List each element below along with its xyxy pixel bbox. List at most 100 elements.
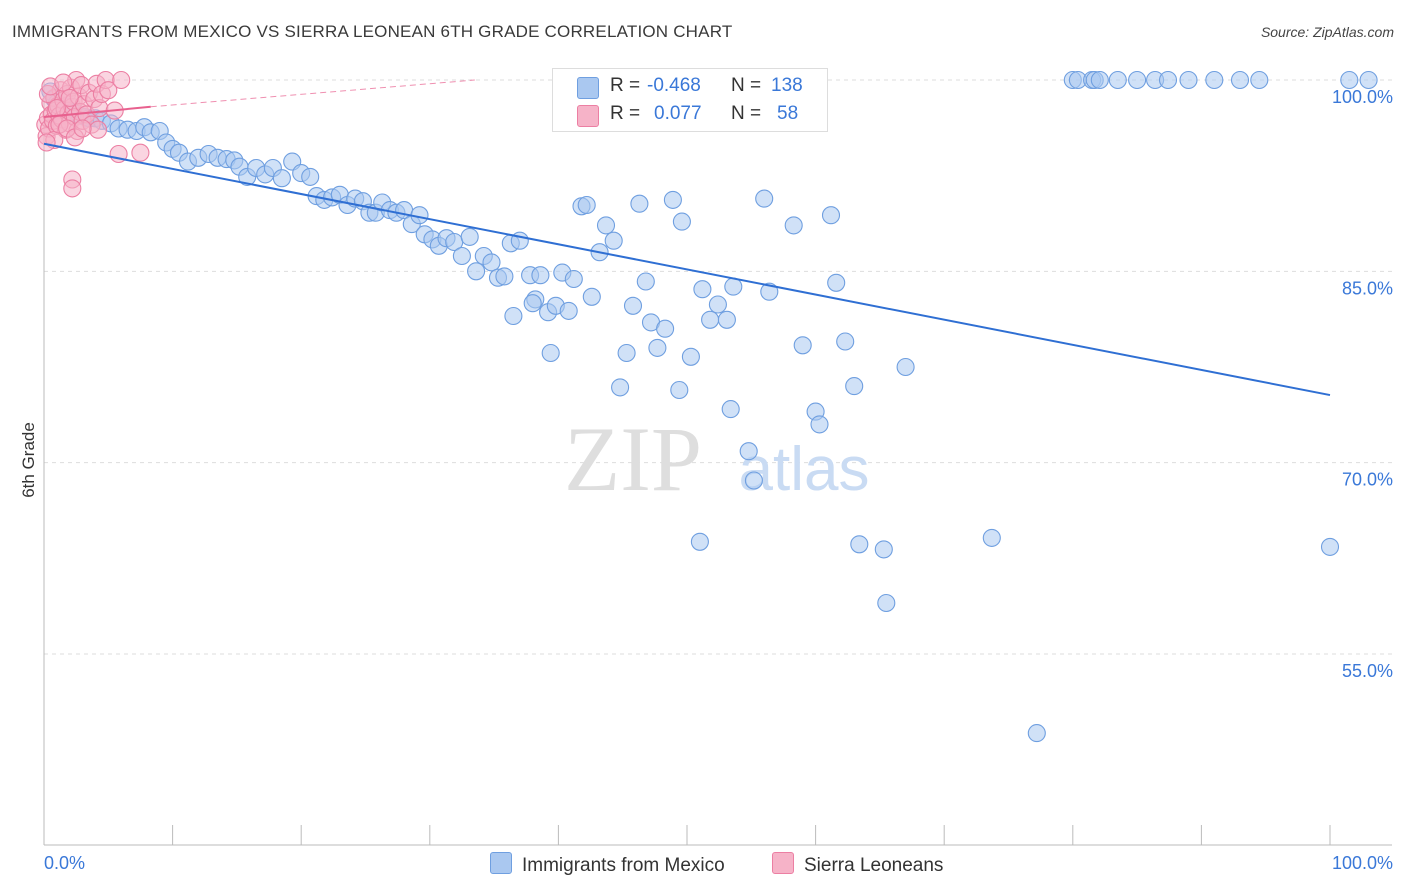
bottom-legend-swatch-blue	[490, 852, 512, 874]
point-mexico	[1359, 70, 1378, 90]
point-mexico	[1179, 70, 1198, 90]
series-mexico	[41, 70, 1378, 743]
y-tick-label: 55.0%	[1342, 661, 1393, 681]
legend-n-label: N =	[731, 75, 762, 96]
point-mexico	[793, 336, 812, 355]
legend-row-sierra-leone: R = 0.077 N = 58	[553, 100, 827, 128]
point-mexico	[708, 295, 727, 314]
point-mexico	[701, 310, 720, 329]
legend-n-value: 58	[777, 103, 799, 124]
legend-swatch-pink	[577, 105, 599, 127]
point-mexico	[663, 190, 682, 209]
point-mexico	[982, 528, 1001, 547]
point-mexico	[656, 319, 675, 338]
point-mexico	[672, 212, 691, 231]
bottom-legend-mexico: Immigrants from Mexico	[490, 852, 725, 877]
y-axis-label: 6th Grade	[19, 422, 38, 498]
point-mexico	[836, 332, 855, 351]
point-mexico	[845, 377, 864, 396]
point-mexico	[739, 442, 758, 461]
point-sierra-leone	[88, 120, 108, 139]
point-mexico	[827, 273, 846, 292]
point-sierra-leone	[63, 179, 82, 198]
point-sierra-leone	[73, 119, 92, 138]
point-mexico	[1340, 70, 1359, 90]
point-mexico	[460, 227, 479, 246]
point-mexico	[874, 540, 893, 559]
y-tick-label: 70.0%	[1342, 470, 1393, 490]
point-mexico	[681, 347, 700, 366]
point-mexico	[721, 400, 740, 419]
point-mexico	[896, 357, 915, 377]
point-sierra-leone	[60, 88, 79, 107]
point-mexico	[648, 338, 667, 357]
point-mexico	[582, 287, 601, 306]
watermark: ZIP atlas	[564, 408, 869, 510]
bottom-legend-swatch-pink	[772, 852, 794, 874]
point-mexico	[452, 246, 471, 266]
x-tick-label: 100.0%	[1332, 853, 1393, 873]
legend-r-label: R =	[610, 75, 641, 96]
point-mexico	[1230, 70, 1250, 90]
legend-n-value: 138	[771, 75, 803, 96]
point-mexico	[604, 231, 623, 250]
trend-extension-sierra-leone	[150, 79, 475, 108]
point-mexico	[623, 296, 643, 315]
point-mexico	[784, 216, 803, 235]
series-sierra-leone	[36, 70, 150, 198]
point-mexico	[495, 267, 514, 286]
point-mexico	[1158, 70, 1178, 90]
x-tick-label: 0.0%	[44, 853, 85, 873]
point-mexico	[523, 294, 542, 313]
watermark-zip: ZIP	[564, 408, 702, 510]
point-mexico	[531, 266, 550, 285]
point-mexico	[810, 415, 829, 434]
watermark-atlas: atlas	[739, 435, 870, 504]
point-mexico	[617, 343, 636, 363]
point-mexico	[1320, 537, 1340, 556]
point-mexico	[670, 380, 689, 400]
point-mexico	[1108, 70, 1127, 90]
point-sierra-leone	[99, 81, 118, 100]
point-mexico	[272, 169, 291, 188]
point-mexico	[1250, 70, 1269, 90]
point-sierra-leone	[131, 143, 150, 162]
legend-swatch-blue	[577, 77, 599, 99]
point-mexico	[1205, 70, 1224, 90]
legend-r-value: -0.468	[647, 75, 701, 96]
y-tick-label: 85.0%	[1342, 278, 1393, 298]
point-mexico	[301, 167, 320, 186]
trend-line-mexico	[43, 142, 1331, 397]
point-mexico	[690, 532, 709, 551]
source-label: Source: ZipAtlas.com	[1260, 24, 1394, 40]
point-sierra-leone	[112, 70, 131, 90]
y-tick-label: 100.0%	[1332, 87, 1393, 107]
point-mexico	[744, 471, 763, 490]
bottom-legend-label: Sierra Leoneans	[804, 855, 944, 876]
trend-lines	[43, 79, 1331, 397]
bottom-legend-sierra-leone: Sierra Leoneans	[772, 852, 943, 877]
point-mexico	[693, 280, 712, 299]
point-mexico	[596, 216, 616, 235]
point-mexico	[482, 253, 501, 272]
point-mexico	[630, 194, 649, 213]
point-mexico	[760, 282, 779, 301]
stats-legend: R = -0.468 N = 138 R = 0.077 N = 58	[552, 68, 828, 132]
point-mexico	[850, 535, 869, 554]
point-mexico	[1128, 70, 1147, 90]
y-axis-label-group: 6th Grade	[19, 422, 38, 498]
trend-line-sierra-leone	[43, 105, 151, 118]
point-sierra-leone	[54, 73, 73, 92]
point-mexico	[559, 301, 578, 320]
chart-title: IMMIGRANTS FROM MEXICO VS SIERRA LEONEAN…	[12, 22, 733, 41]
axes: 100.0% 85.0% 70.0% 55.0% 0.0% 100.0%	[43, 80, 1393, 873]
legend-r-label: R =	[610, 103, 641, 124]
point-mexico	[611, 378, 630, 397]
point-mexico	[636, 272, 655, 291]
point-mexico	[1027, 724, 1046, 743]
point-mexico	[564, 269, 583, 289]
point-mexico	[755, 189, 774, 208]
legend-row-mexico: R = -0.468 N = 138	[553, 72, 827, 100]
point-mexico	[724, 277, 743, 296]
